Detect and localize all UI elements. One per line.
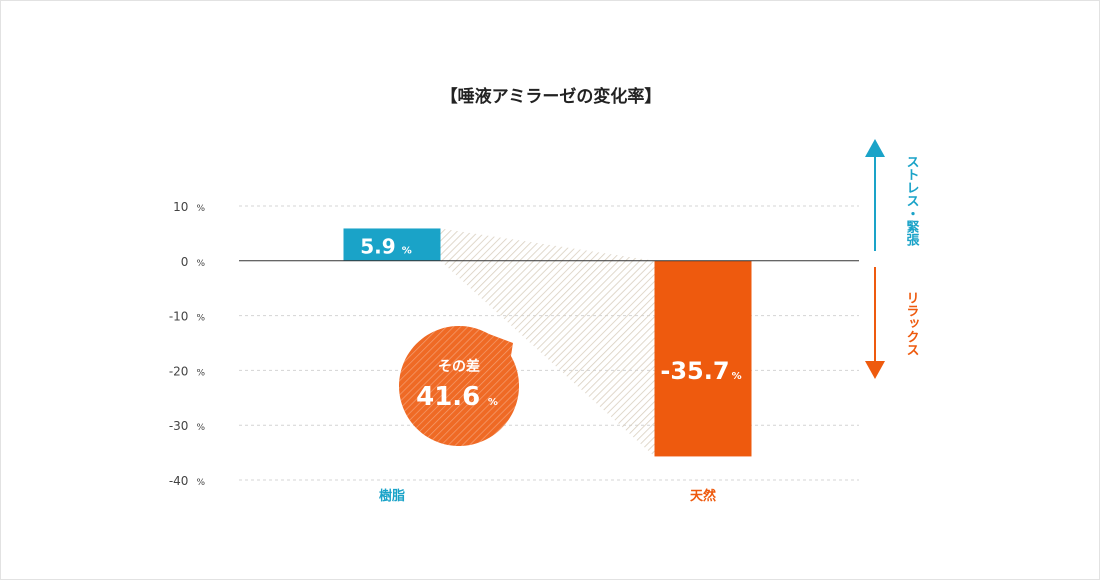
category-label: 天然 — [690, 488, 716, 504]
callout-label: その差 — [438, 358, 480, 375]
callout-bubble-hatch — [399, 325, 519, 446]
data-label-unit: % — [732, 371, 742, 382]
y-tick-label: 10% — [173, 200, 205, 214]
y-tick-unit: % — [196, 423, 205, 433]
y-tick-unit: % — [196, 314, 205, 324]
y-tick-label: 0% — [181, 255, 206, 269]
value-labels: 5.9 %-35.7% — [360, 235, 741, 385]
callout-value: 41.6 — [416, 382, 480, 412]
data-label-unit: % — [402, 246, 412, 257]
y-tick-unit: % — [196, 204, 205, 214]
category-label: 樹脂 — [379, 488, 405, 504]
bars — [343, 228, 752, 457]
y-tick-label: -10% — [169, 310, 206, 324]
data-label-value: -35.7 — [660, 357, 729, 385]
y-tick-label: -30% — [169, 419, 206, 433]
y-tick-labels: 10 %0 %-10 %-20 %-30 %-40% — [169, 200, 206, 488]
y-tick-value: -10 — [169, 310, 189, 324]
difference-callout: その差 41.6 % — [399, 325, 519, 446]
callout-unit: % — [488, 397, 498, 408]
bar-natural — [654, 260, 752, 457]
down-arrow-icon — [865, 361, 885, 379]
callout-value-text: 41.6 % — [416, 382, 498, 412]
y-tick-label: -40% — [169, 474, 206, 488]
y-tick-label: -20% — [169, 364, 206, 378]
gridlines — [239, 205, 859, 481]
y-tick-value: -40 — [169, 474, 189, 488]
y-tick-value: 0 — [181, 255, 189, 269]
category-labels: 樹脂 天然 — [379, 488, 716, 504]
y-tick-value: 10 — [173, 200, 188, 214]
data-label: 5.9% — [360, 235, 411, 259]
bar-resin — [343, 228, 441, 261]
y-tick-unit: % — [196, 259, 205, 269]
y-tick-value: -30 — [169, 419, 189, 433]
relax-label: リラックス — [904, 291, 920, 356]
chart-title: 【唾液アミラーゼの変化率】 — [441, 86, 662, 107]
difference-hatched-area — [440, 228, 655, 457]
data-label-value: 5.9 — [360, 235, 395, 259]
up-arrow-icon — [865, 139, 885, 157]
side-indicators: ストレス・緊張 リラックス — [865, 139, 919, 379]
stress-tension-label: ストレス・緊張 — [904, 155, 920, 247]
data-label: -35.7% — [660, 357, 741, 385]
y-tick-value: -20 — [169, 364, 189, 378]
y-tick-unit: % — [196, 368, 205, 378]
y-tick-unit: % — [196, 478, 205, 488]
